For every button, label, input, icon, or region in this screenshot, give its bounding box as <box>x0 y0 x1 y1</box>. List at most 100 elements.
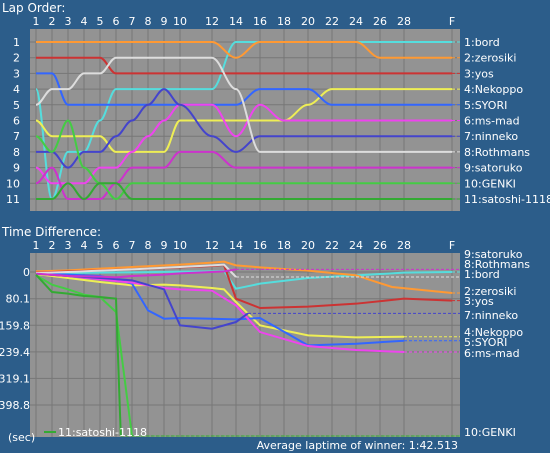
lap-order-driver-labels: 1:bord 2:zerosiki 3:yos 4:Nekoppo 5:SYORI 6:m… <box>464 36 550 206</box>
time-diff-y-unit: (sec) <box>8 431 35 444</box>
driver-label: 1:bord <box>464 36 500 49</box>
x-tick-label: 10 <box>173 15 187 28</box>
driver-label: 6:ms-mad <box>464 115 520 128</box>
x-tick-label: 7 <box>129 15 136 28</box>
lap-order-y-ticks: 1 2 3 4 5 6 7 8 9 10 11 <box>6 36 20 206</box>
driver-label: 3:yos <box>464 67 494 80</box>
time-diff-x-ticks: 1 2 3 4 5 6 7 8 9 10 12 14 16 18 20 22 24 26 28 F <box>33 239 456 252</box>
series-line <box>35 273 122 437</box>
y-tick-label: 7 <box>13 130 20 143</box>
series-line <box>36 88 452 169</box>
driver-label: 2:zerosiki <box>464 285 516 298</box>
x-tick-label: 18 <box>277 239 291 252</box>
x-tick-label: 4 <box>81 239 88 252</box>
x-tick-label: 8 <box>145 15 152 28</box>
y-tick-label: 11 <box>6 193 20 206</box>
x-tick-label: 22 <box>325 239 339 252</box>
series-line <box>36 56 452 75</box>
x-tick-label: 9 <box>161 15 168 28</box>
series-line <box>36 41 452 59</box>
lap-order-x-ticks: 1 2 3 4 5 6 7 8 9 10 12 14 16 18 20 22 24 26 28 F <box>33 15 456 28</box>
x-tick-label: 28 <box>397 15 411 28</box>
y-tick-label: 5 <box>13 99 20 112</box>
y-tick-label: 8 <box>13 146 20 159</box>
driver-label: 4:Nekoppo <box>464 326 523 339</box>
x-tick-label: 20 <box>301 15 315 28</box>
lap-order-title: Lap Order: <box>2 1 65 15</box>
x-tick-label: 26 <box>373 15 387 28</box>
y-tick-label: 6 <box>13 115 20 128</box>
series-line <box>35 119 452 201</box>
x-tick-label: F <box>449 239 455 252</box>
y-tick-label: 3 <box>13 67 20 80</box>
time-diff-plot-area <box>30 253 460 437</box>
x-tick-label: 18 <box>277 15 291 28</box>
driver-label: 11:satoshi-1118 <box>464 193 550 206</box>
x-tick-label: 7 <box>129 239 136 252</box>
series-line <box>36 182 452 201</box>
series-line <box>35 56 452 153</box>
y-tick-label: 4 <box>13 83 20 96</box>
driver-label: 4:Nekoppo <box>464 83 523 96</box>
lap-order-series <box>35 41 460 201</box>
y-tick-label: 0 <box>23 266 30 279</box>
driver-label: 5:SYORI <box>464 99 507 112</box>
driver-label: 7:ninneko <box>464 309 518 322</box>
y-tick-label: 10 <box>6 177 20 190</box>
series-line <box>35 103 452 185</box>
x-tick-label: 1 <box>33 239 40 252</box>
legend-label: 11:satoshi-1118 <box>58 426 147 439</box>
x-tick-label: 4 <box>81 15 88 28</box>
x-tick-label: F <box>449 15 455 28</box>
y-tick-label: 80.1 <box>6 293 31 306</box>
x-tick-label: 6 <box>113 239 120 252</box>
y-tick-label: 319.1 <box>0 372 30 385</box>
x-tick-label: 2 <box>49 15 56 28</box>
x-tick-label: 3 <box>65 15 72 28</box>
time-diff-legend: 11:satoshi-1118 <box>44 426 147 439</box>
x-tick-label: 10 <box>173 239 187 252</box>
driver-label: 5:SYORI <box>464 336 507 349</box>
time-diff-y-ticks: 0 80.1 159.8 239.4 319.1 398.8 <box>0 266 30 412</box>
x-tick-label: 9 <box>161 239 168 252</box>
driver-label: 10:GENKI <box>464 177 516 190</box>
winner-laptime-footer: Average laptime of winner: 1:42.513 <box>257 439 458 452</box>
x-tick-label: 12 <box>205 239 219 252</box>
x-tick-label: 24 <box>349 239 363 252</box>
x-tick-label: 8 <box>145 239 152 252</box>
x-tick-label: 1 <box>33 15 40 28</box>
driver-label: 7:ninneko <box>464 130 518 143</box>
x-tick-label: 24 <box>349 15 363 28</box>
x-tick-label: 6 <box>113 15 120 28</box>
driver-label: 2:zerosiki <box>464 52 516 65</box>
x-tick-label: 28 <box>397 239 411 252</box>
y-tick-label: 2 <box>13 52 20 65</box>
driver-label: 9:satoruko <box>464 162 523 175</box>
y-tick-label: 398.8 <box>0 399 30 412</box>
driver-label: 6:ms-mad <box>464 347 520 360</box>
x-tick-label: 16 <box>253 15 267 28</box>
x-tick-label: 20 <box>301 239 315 252</box>
x-tick-label: 22 <box>325 15 339 28</box>
driver-label: 1:bord <box>464 268 500 281</box>
series-line <box>35 260 453 295</box>
x-tick-label: 5 <box>97 15 104 28</box>
time-diff-series <box>35 260 460 437</box>
time-diff-title: Time Difference: <box>1 225 101 239</box>
y-tick-label: 1 <box>13 36 20 49</box>
x-tick-label: 3 <box>65 239 72 252</box>
driver-label: 8:Rothmans <box>464 146 530 159</box>
x-tick-label: 2 <box>49 239 56 252</box>
x-tick-label: 5 <box>97 239 104 252</box>
y-tick-label: 9 <box>13 162 20 175</box>
y-tick-label: 239.4 <box>0 346 30 359</box>
y-tick-label: 159.8 <box>0 319 30 332</box>
driver-label: 9:satoruko <box>464 248 523 261</box>
x-tick-label: 16 <box>253 239 267 252</box>
series-line <box>35 268 237 279</box>
series-line <box>35 272 405 354</box>
series-line <box>35 273 405 339</box>
